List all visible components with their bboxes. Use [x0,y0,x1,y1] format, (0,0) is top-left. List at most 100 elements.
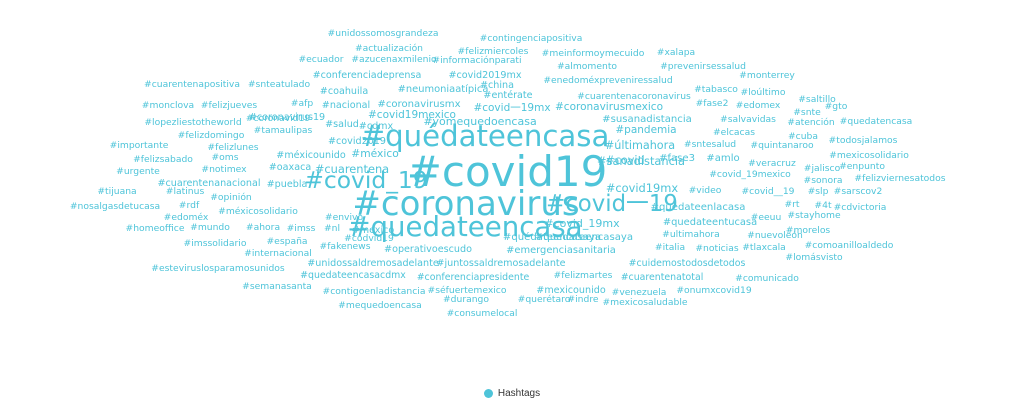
word-57: #xalapa [657,47,695,58]
word-116: #edoméx [164,212,209,223]
word-84: #tamaulipas [254,125,313,136]
word-114: #4t [814,200,832,211]
word-75: #edomex [736,100,781,111]
word-6: #covid一19 [546,191,678,217]
legend-swatch [483,388,493,398]
word-66: #enedoméxpreveniressalud [543,75,672,86]
word-79: #coronavid19 [246,113,311,124]
word-143: #venezuela [612,287,667,298]
word-41: #méxicounido [276,149,346,161]
word-139: #felizmartes [554,270,613,281]
word-149: #mexicosaludable [602,297,687,308]
word-24: #coronavirusmx [377,99,460,110]
word-132: #italia [655,242,685,253]
word-69: #loúltimo [741,87,786,98]
word-27: #emergenciasanitaria [506,245,616,256]
word-36: #china [480,80,514,91]
word-104: #latinus [166,186,205,197]
word-5: #covid_19 [304,166,427,194]
word-131: #fakenews [320,241,371,252]
word-53: #contingenciapositiva [480,33,583,44]
word-39: #puebla [267,179,308,190]
word-119: #stayhome [787,210,841,221]
word-136: #internacional [244,248,312,259]
word-73: #afp [291,98,314,109]
word-112: #méxicosolidario [218,206,298,217]
word-144: #onumxcovid19 [676,285,752,296]
word-87: #todosjalamos [829,135,898,146]
word-118: #eeuu [751,212,782,223]
word-62: #prevenirsessalud [660,61,746,72]
word-12: #yomequedoencasa [423,115,536,128]
word-59: #azucenaxmilenio [351,54,437,65]
word-120: #homeoffice [126,223,185,234]
word-128: #ultimahora [662,229,720,240]
word-17: #coronavirusmexico [555,101,663,113]
word-127: #españa [266,236,307,247]
word-48: #cuarentenatotal [621,272,704,283]
word-138: #esteviruslosparamosunidos [151,263,285,274]
word-46: #unidossaldremosadelante [307,258,439,269]
chart-legend: Hashtags [0,386,1024,400]
word-60: #informaciónparati [432,55,521,66]
word-51: #quedateencasacdmx [300,270,406,281]
word-9: #covid19mx [606,181,679,195]
word-129: #nuevoleón [747,230,803,241]
word-7: #cuarentena [315,162,389,176]
word-2: #coronavirus [352,184,579,224]
word-107: #slp [808,186,829,197]
word-78: #lopezliestotheworld [144,117,241,128]
word-103: #tijuana [97,186,136,197]
word-74: #fase2 [696,98,729,109]
word-30: #conferenciadeprensa [313,70,422,81]
word-130: #codvid19 [344,233,394,244]
word-11: #últimahora [605,139,675,152]
word-80: #salvavidas [720,114,776,125]
word-95: #veracruz [748,158,796,169]
word-145: #contigoenladistancia [323,286,426,297]
word-100: #covid_19mexico [709,169,791,180]
word-109: #opinión [210,192,252,203]
word-16: #covid一19mx [473,102,550,114]
word-37: #entérate [483,89,532,101]
word-101: #sonora [804,175,843,186]
word-31: #covid2019 [328,136,386,147]
word-77: #gto [825,101,848,112]
word-108: #sarscov2 [834,186,883,197]
word-22: #amlo [706,153,739,164]
word-93: #felizsabado [133,154,193,165]
word-54: #actualización [355,43,423,54]
word-150: #mequedoencasa [338,300,422,311]
word-44: #mexico [352,225,395,236]
word-34: #nacional [322,100,370,111]
word-97: #enpunto [839,161,885,172]
word-29: #covid2019mx [448,70,521,81]
word-140: #comunicado [735,273,799,284]
word-123: #imss [287,223,316,234]
word-125: #morelos [786,225,831,236]
word-82: #quedatencasa [840,116,913,127]
word-4: #quedateencasa [347,210,582,243]
word-146: #durango [443,294,489,305]
word-115: #cdvictoria [834,202,887,213]
word-65: #snteatulado [248,79,311,90]
word-43: #cuarentenanacional [157,178,260,189]
word-94: #oms [211,152,238,163]
word-148: #indre [567,294,598,305]
word-135: #comoanilloaldedo [805,240,894,251]
word-15: #covid19mexico [368,109,456,121]
word-56: #meinformoymecuido [542,48,645,59]
word-102: #felizviernesatodos [854,173,945,184]
word-122: #ahora [246,222,280,233]
word-23: #quédateencasaya [503,231,601,243]
word-141: #semanasanta [242,281,312,292]
word-68: #tabasco [694,84,738,95]
word-25: #quedateenlacasa [650,202,745,213]
word-147: #querétaro [518,294,571,305]
word-8: #sanadistancia [597,154,685,168]
word-88: #importante [110,140,169,151]
word-81: #atención [787,117,835,128]
word-126: #imssolidario [184,238,247,249]
word-142: #séfuertemexico [428,285,507,296]
word-105: #video [689,185,722,196]
